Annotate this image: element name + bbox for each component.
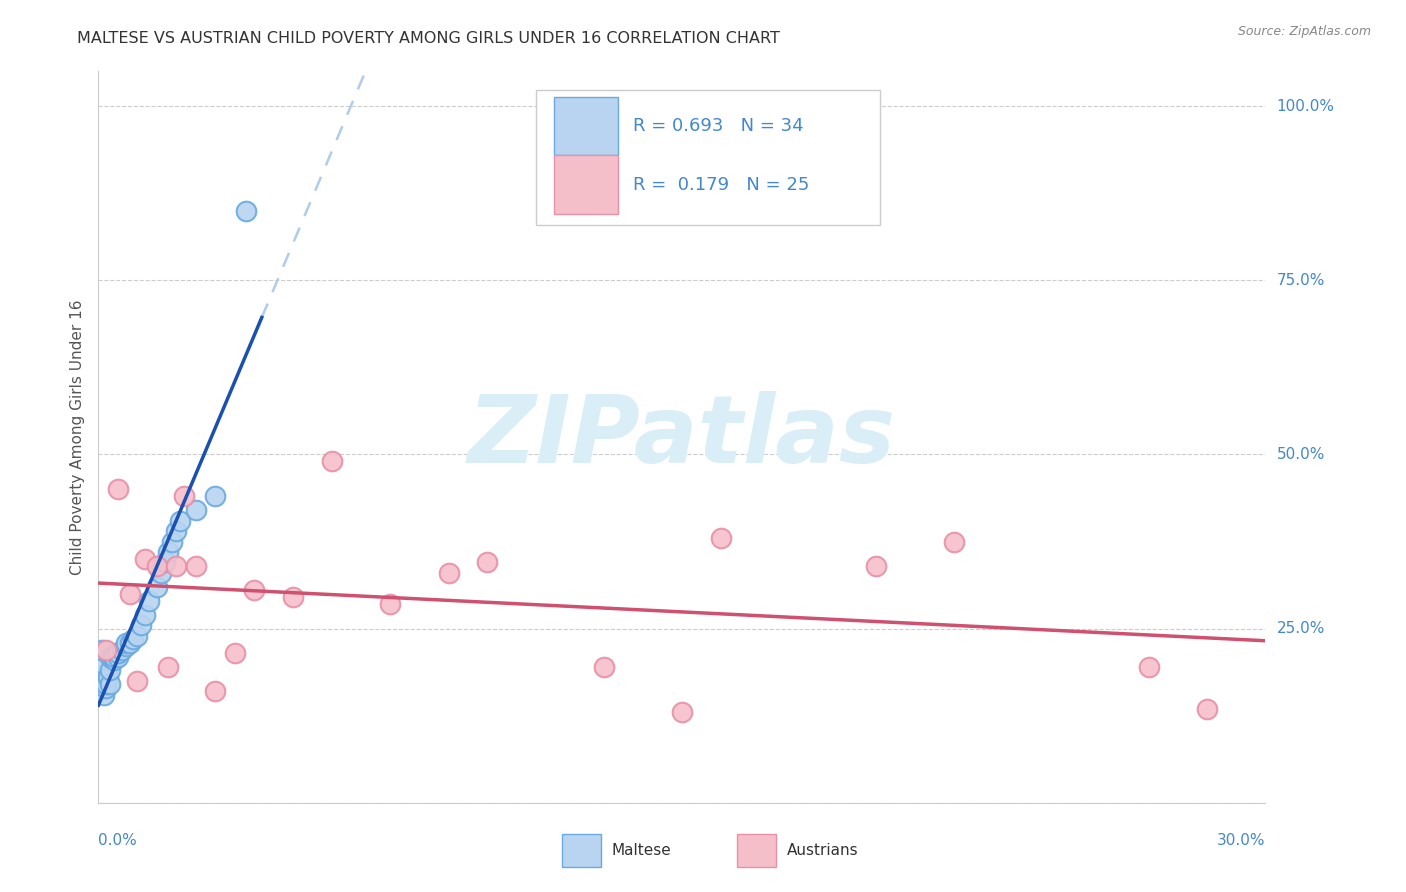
Point — [204, 684, 226, 698]
Point — [149, 566, 172, 580]
Point — [91, 657, 114, 671]
Point — [165, 558, 187, 573]
Point — [173, 489, 195, 503]
Point — [1137, 660, 1160, 674]
Point — [98, 664, 121, 678]
Point — [107, 483, 129, 497]
Text: R = 0.693   N = 34: R = 0.693 N = 34 — [633, 117, 803, 136]
Point — [710, 531, 733, 545]
Point — [97, 670, 120, 684]
Point — [107, 646, 129, 660]
Point — [138, 594, 160, 608]
Point — [103, 653, 125, 667]
Point — [89, 670, 111, 684]
Point — [127, 629, 149, 643]
Point — [157, 660, 180, 674]
Point — [235, 203, 257, 218]
Point — [169, 514, 191, 528]
Point — [671, 705, 693, 719]
Point — [98, 649, 121, 664]
Point — [477, 556, 499, 570]
Text: ZIPatlas: ZIPatlas — [468, 391, 896, 483]
Point — [98, 677, 121, 691]
Text: 30.0%: 30.0% — [1218, 833, 1265, 848]
Point — [129, 618, 152, 632]
FancyBboxPatch shape — [554, 155, 617, 214]
Point — [111, 642, 134, 657]
Point — [114, 635, 136, 649]
Text: R =  0.179   N = 25: R = 0.179 N = 25 — [633, 176, 810, 194]
Point — [96, 677, 118, 691]
FancyBboxPatch shape — [554, 97, 617, 155]
Point — [157, 545, 180, 559]
FancyBboxPatch shape — [562, 833, 602, 867]
Point — [865, 558, 887, 573]
Point — [437, 566, 460, 580]
Point — [224, 646, 246, 660]
Point — [146, 580, 169, 594]
Point — [184, 503, 207, 517]
Point — [184, 558, 207, 573]
Point — [1195, 702, 1218, 716]
Point — [122, 632, 145, 646]
FancyBboxPatch shape — [737, 833, 776, 867]
Point — [134, 552, 156, 566]
Point — [380, 597, 402, 611]
Point — [118, 587, 141, 601]
Point — [93, 688, 115, 702]
Point — [118, 635, 141, 649]
Text: MALTESE VS AUSTRIAN CHILD POVERTY AMONG GIRLS UNDER 16 CORRELATION CHART: MALTESE VS AUSTRIAN CHILD POVERTY AMONG … — [77, 31, 780, 46]
Point — [96, 642, 118, 657]
Point — [114, 639, 136, 653]
Text: 25.0%: 25.0% — [1277, 621, 1324, 636]
Point — [943, 534, 966, 549]
Point — [103, 649, 125, 664]
Point — [96, 681, 118, 695]
Point — [281, 591, 304, 605]
FancyBboxPatch shape — [536, 90, 880, 225]
Point — [107, 649, 129, 664]
Text: Source: ZipAtlas.com: Source: ZipAtlas.com — [1237, 25, 1371, 38]
Point — [91, 642, 114, 657]
Text: 0.0%: 0.0% — [98, 833, 138, 848]
Point — [321, 454, 343, 468]
Text: Austrians: Austrians — [787, 843, 859, 858]
Text: 100.0%: 100.0% — [1277, 99, 1334, 113]
Point — [134, 607, 156, 622]
Point — [243, 583, 266, 598]
Text: 50.0%: 50.0% — [1277, 447, 1324, 462]
Point — [146, 558, 169, 573]
Point — [204, 489, 226, 503]
Point — [101, 649, 124, 664]
Point — [165, 524, 187, 538]
Text: Maltese: Maltese — [612, 843, 672, 858]
Point — [153, 556, 176, 570]
Y-axis label: Child Poverty Among Girls Under 16: Child Poverty Among Girls Under 16 — [69, 300, 84, 574]
Point — [127, 673, 149, 688]
Point — [162, 534, 184, 549]
Point — [593, 660, 616, 674]
Text: 75.0%: 75.0% — [1277, 273, 1324, 288]
